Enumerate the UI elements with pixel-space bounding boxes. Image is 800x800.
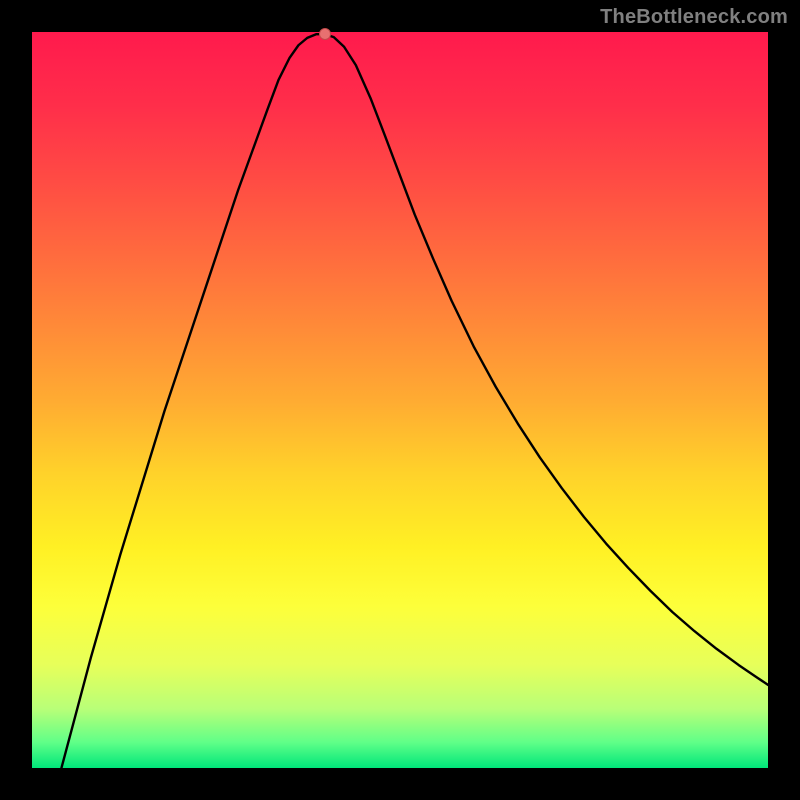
plot-area: [32, 32, 768, 768]
bottleneck-marker: [319, 28, 331, 40]
watermark-text: TheBottleneck.com: [600, 6, 788, 29]
chart-frame: TheBottleneck.com: [0, 0, 800, 800]
bottleneck-curve: [32, 32, 768, 768]
